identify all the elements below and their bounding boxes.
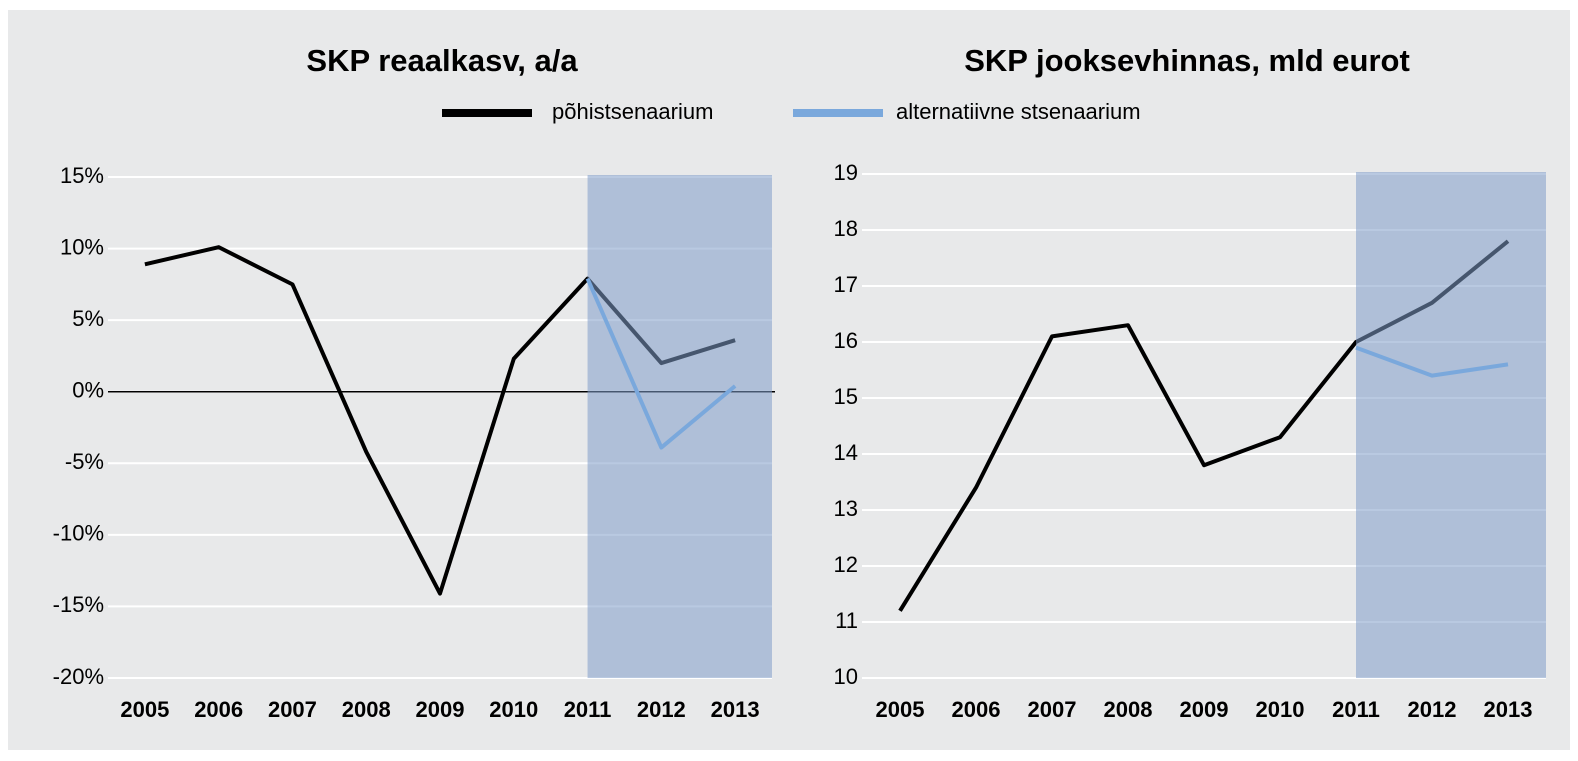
- x-tick-label: 2010: [489, 697, 538, 722]
- x-tick-label: 2009: [1180, 697, 1229, 722]
- y-tick-label: 16: [834, 328, 858, 353]
- series-line: [585, 277, 737, 450]
- legend-label: põhistsenaarium: [552, 99, 713, 124]
- x-tick-label: 2007: [1028, 697, 1077, 722]
- y-tick-label: 0%: [72, 378, 104, 403]
- y-tick-label: 5%: [72, 306, 104, 331]
- x-tick-label: 2012: [1408, 697, 1457, 722]
- y-tick-label: 19: [834, 160, 858, 185]
- x-tick-label: 2006: [952, 697, 1001, 722]
- y-tick-label: -20%: [53, 664, 104, 689]
- x-tick-label: 2008: [342, 697, 391, 722]
- forecast-shade: [1356, 172, 1546, 678]
- y-tick-label: 14: [834, 440, 858, 465]
- x-tick-label: 2011: [1332, 697, 1380, 722]
- y-tick-label: 17: [834, 272, 858, 297]
- x-tick-label: 2012: [637, 697, 686, 722]
- x-tick-label: 2009: [416, 697, 465, 722]
- y-tick-label: -15%: [53, 592, 104, 617]
- y-tick-label: 18: [834, 216, 858, 241]
- x-tick-label: 2005: [120, 697, 169, 722]
- background: [8, 10, 1570, 750]
- x-tick-label: 2007: [268, 697, 317, 722]
- x-tick-label: 2005: [876, 697, 925, 722]
- x-tick-label: 2008: [1104, 697, 1153, 722]
- y-tick-label: 11: [835, 608, 858, 633]
- chart-title: SKP reaalkasv, a/a: [306, 43, 578, 78]
- legend-label: alternatiivne stsenaarium: [896, 99, 1141, 124]
- x-tick-label: 2010: [1256, 697, 1305, 722]
- series-line: [1355, 345, 1509, 378]
- x-tick-label: 2013: [1484, 697, 1533, 722]
- y-tick-label: 12: [834, 552, 858, 577]
- x-tick-label: 2011: [564, 697, 612, 722]
- y-tick-label: 15: [834, 384, 858, 409]
- x-tick-label: 2013: [711, 697, 760, 722]
- forecast-shade: [587, 175, 772, 678]
- y-tick-label: 15%: [60, 163, 104, 188]
- y-tick-label: 10%: [60, 234, 104, 259]
- y-tick-label: -10%: [53, 521, 104, 546]
- x-tick-label: 2006: [194, 697, 243, 722]
- y-tick-label: 13: [834, 496, 858, 521]
- chart-title: SKP jooksevhinnas, mld eurot: [964, 43, 1410, 78]
- y-tick-label: 10: [834, 664, 858, 689]
- y-tick-label: -5%: [65, 449, 104, 474]
